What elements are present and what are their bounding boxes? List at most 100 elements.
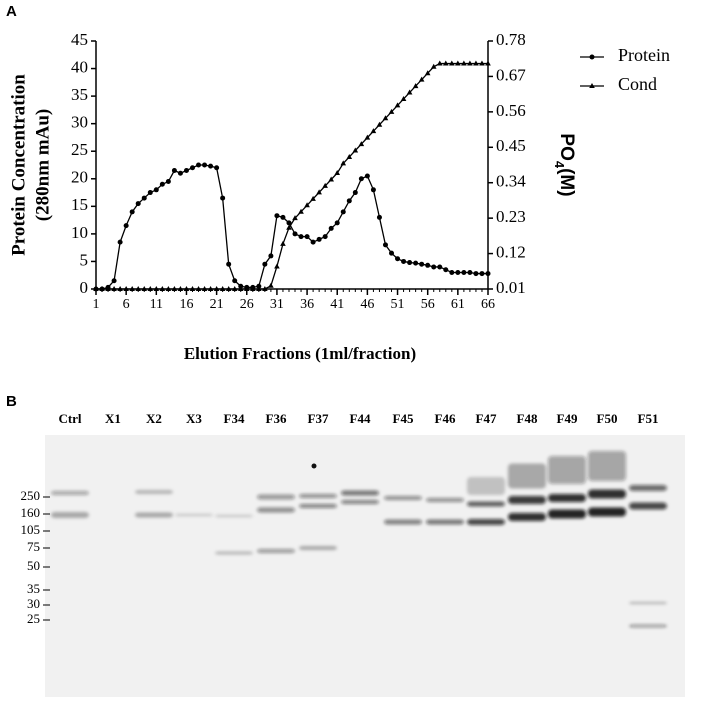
- gel-band: [426, 498, 464, 502]
- y2-axis-label: PO4(M): [552, 133, 577, 196]
- gel-band: [548, 509, 586, 519]
- data-point: [340, 160, 347, 166]
- data-point: [376, 214, 382, 220]
- y-tick-label: 30: [71, 113, 88, 132]
- data-point: [407, 260, 413, 266]
- gel-band: [257, 549, 295, 553]
- x-tick-label: 56: [421, 297, 435, 312]
- data-point: [189, 286, 196, 291]
- data-point: [183, 168, 189, 174]
- gel-band: [215, 514, 253, 518]
- data-point: [123, 286, 129, 291]
- gel-band: [588, 451, 626, 481]
- x-tick-label: 51: [391, 297, 405, 312]
- gel-band: [467, 519, 505, 525]
- data-point: [298, 234, 304, 240]
- gel-band: [588, 489, 626, 499]
- data-point: [376, 121, 383, 127]
- series-line: [96, 62, 488, 290]
- lane-label: F48: [517, 411, 538, 426]
- y2-tick-label: 0.56: [496, 101, 526, 120]
- gel-band: [467, 501, 505, 507]
- data-point: [461, 269, 467, 275]
- data-point: [455, 60, 461, 66]
- gel-band: [257, 494, 295, 500]
- data-point: [226, 261, 232, 267]
- lane-label: F51: [638, 411, 659, 426]
- data-point: [430, 63, 437, 69]
- data-point: [425, 262, 431, 268]
- data-point: [202, 162, 208, 168]
- data-point: [485, 60, 491, 66]
- data-point: [449, 269, 455, 275]
- data-point: [479, 271, 485, 277]
- gel-band: [629, 485, 667, 491]
- data-point: [473, 271, 479, 277]
- y2-tick-label: 0.78: [496, 30, 526, 49]
- data-point: [382, 115, 389, 121]
- series-line: [96, 164, 488, 290]
- marker-label: 75: [27, 539, 40, 554]
- lane-label: F47: [476, 411, 497, 426]
- lane-label: F50: [597, 411, 618, 426]
- gel-band: [629, 602, 667, 604]
- data-point: [322, 182, 328, 188]
- data-point: [310, 195, 316, 201]
- data-point: [395, 256, 401, 262]
- data-point: [225, 286, 232, 291]
- data-point: [135, 286, 142, 291]
- lane-label: F44: [350, 411, 371, 426]
- data-point: [274, 213, 280, 219]
- data-point: [442, 60, 449, 66]
- data-point: [159, 181, 165, 187]
- data-point: [141, 195, 147, 201]
- y2-tick-label: 0.45: [496, 136, 526, 155]
- gel-band: [508, 463, 546, 489]
- data-point: [99, 286, 105, 291]
- data-point: [401, 258, 407, 264]
- data-point: [286, 220, 292, 226]
- data-point: [232, 278, 238, 284]
- gel-band: [135, 490, 173, 494]
- lane-label: F37: [308, 411, 329, 426]
- marker-label: 160: [21, 505, 41, 520]
- y-tick-label: 35: [71, 85, 88, 104]
- panel-label: B: [6, 393, 17, 410]
- y2-tick-label: 0.12: [496, 242, 526, 261]
- data-point: [418, 76, 425, 82]
- data-point: [424, 70, 431, 76]
- gel-band: [508, 513, 546, 521]
- data-point: [346, 198, 352, 204]
- data-point: [400, 95, 407, 101]
- y2-label-part: 4: [552, 161, 567, 169]
- data-point: [388, 108, 395, 114]
- data-point: [159, 286, 166, 291]
- data-point: [268, 282, 274, 288]
- legend-label: Protein: [618, 45, 670, 65]
- data-point: [449, 60, 455, 66]
- gel-speck: [311, 463, 317, 469]
- data-point: [382, 242, 388, 248]
- data-point: [250, 286, 256, 291]
- data-point: [436, 60, 443, 66]
- y-axis-label: Protein Concentration: [8, 74, 29, 256]
- data-point: [153, 187, 159, 193]
- data-point: [328, 176, 334, 182]
- gel-band: [51, 491, 89, 495]
- lane-label: F36: [266, 411, 287, 426]
- lane-label: X3: [186, 411, 202, 426]
- legend-marker: [589, 54, 595, 60]
- x-tick-label: 6: [123, 297, 130, 312]
- data-point: [165, 179, 171, 185]
- data-point: [153, 286, 160, 291]
- gel-band: [215, 551, 253, 555]
- marker-label: 35: [27, 581, 40, 596]
- data-point: [358, 141, 365, 147]
- gel-band: [299, 546, 337, 550]
- data-point: [171, 168, 177, 174]
- data-point: [352, 190, 358, 196]
- data-point: [117, 286, 123, 291]
- x-tick-label: 21: [210, 297, 224, 312]
- marker-label: 25: [27, 611, 40, 626]
- data-point: [467, 269, 473, 275]
